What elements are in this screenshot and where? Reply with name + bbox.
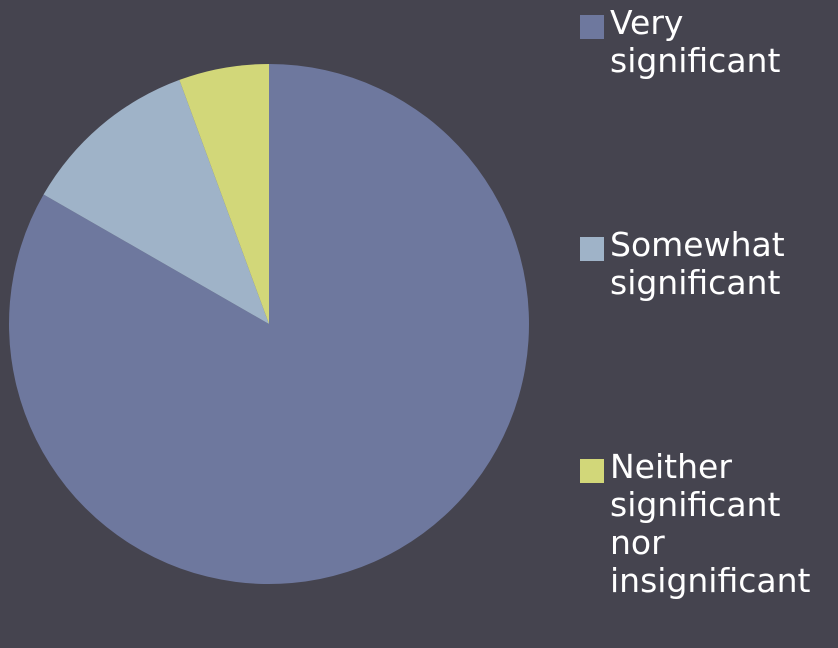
legend-swatch-neither — [580, 459, 604, 483]
legend-item-neither: Neither significant nor insignificant — [580, 448, 838, 600]
legend-item-somewhat-significant: Somewhat significant — [580, 226, 838, 302]
legend-swatch-somewhat-significant — [580, 237, 604, 261]
legend-label-somewhat-significant: Somewhat significant — [610, 225, 785, 302]
pie-slice-very-significant — [8, 64, 529, 584]
pie-slice-somewhat-significant — [43, 79, 270, 324]
pie-slice-neither — [179, 64, 269, 324]
legend-swatch-very-significant — [580, 15, 604, 39]
legend-label-very-significant: Very significant — [610, 3, 781, 80]
pie-chart — [8, 64, 529, 584]
legend-label-neither: Neither significant nor insignificant — [610, 447, 811, 600]
legend-item-very-significant: Very significant — [580, 4, 838, 80]
